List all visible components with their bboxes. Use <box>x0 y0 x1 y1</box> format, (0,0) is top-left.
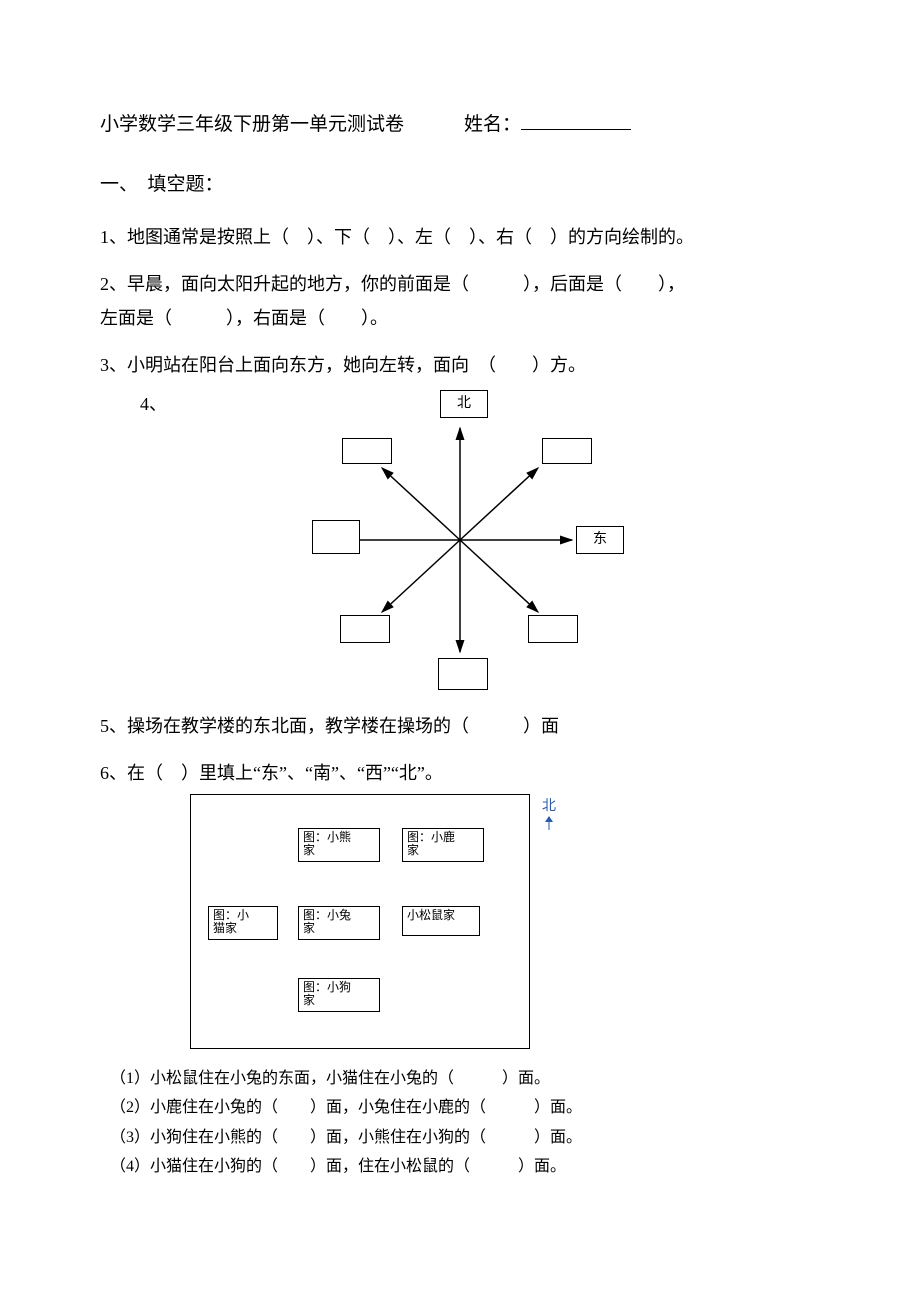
compass-box-west[interactable] <box>312 520 360 554</box>
north-label: 北 <box>542 799 556 814</box>
compass-box-northeast[interactable] <box>542 438 592 464</box>
compass-box-south[interactable] <box>438 658 488 690</box>
map-diagram: 北 图：小熊 家 图：小鹿 家 图：小 猫家 图：小兔 家 小松鼠家 图：小狗 … <box>190 794 600 1054</box>
q6-sub4: （4）小猫住在小狗的（ ）面，住在小松鼠的（ ）面。 <box>110 1154 820 1180</box>
title-row: 小学数学三年级下册第一单元测试卷 姓名： <box>100 110 820 140</box>
house-squirrel: 小松鼠家 <box>402 906 480 936</box>
worksheet-page: 小学数学三年级下册第一单元测试卷 姓名： 一、 填空题： 1、地图通常是按照上（… <box>0 0 920 1303</box>
house-deer: 图：小鹿 家 <box>402 828 484 862</box>
q6-sub1: （1）小松鼠住在小兔的东面，小猫住在小兔的（ ）面。 <box>110 1066 820 1092</box>
house-cat-l1: 图：小 <box>213 908 249 922</box>
house-squirrel-l1: 小松鼠家 <box>407 908 455 922</box>
compass-box-southwest[interactable] <box>340 615 390 643</box>
house-dog-l2: 家 <box>303 993 315 1007</box>
question-5: 5、操场在教学楼的东北面，教学楼在操场的（ ）面 <box>100 712 820 741</box>
question-2-line1: 2、早晨，面向太阳升起的地方，你的前面是（ ），后面是（ ）， <box>100 270 820 299</box>
house-rabbit-l2: 家 <box>303 921 315 935</box>
house-cat: 图：小 猫家 <box>208 906 278 940</box>
house-dog-l1: 图：小狗 <box>303 980 351 994</box>
house-rabbit-l1: 图：小兔 <box>303 908 351 922</box>
question-4-label: 4、 <box>140 390 167 419</box>
question-2-line2: 左面是（ ），右面是（ ）。 <box>100 304 820 333</box>
house-bear: 图：小熊 家 <box>298 828 380 862</box>
house-bear-l1: 图：小熊 <box>303 830 351 844</box>
name-blank-line[interactable] <box>521 111 631 130</box>
q6-sub3: （3）小狗住在小熊的（ ）面，小熊住在小狗的（ ）面。 <box>110 1125 820 1151</box>
compass-box-north[interactable]: 北 <box>440 390 488 418</box>
section-1-heading: 一、 填空题： <box>100 170 820 200</box>
house-deer-l2: 家 <box>407 843 419 857</box>
house-rabbit: 图：小兔 家 <box>298 906 380 940</box>
house-bear-l2: 家 <box>303 843 315 857</box>
compass-box-northwest[interactable] <box>342 438 392 464</box>
question-6-heading: 6、在（ ）里填上“东”、“南”、“西”“北”。 <box>100 759 820 788</box>
north-indicator: 北 <box>542 796 556 832</box>
house-cat-l2: 猫家 <box>213 921 237 935</box>
name-label: 姓名： <box>464 114 521 135</box>
question-6-subitems: （1）小松鼠住在小兔的东面，小猫住在小兔的（ ）面。 （2）小鹿住在小兔的（ ）… <box>110 1066 820 1180</box>
compass-diagram: 4、 北 东 <box>280 390 640 700</box>
q6-sub2: （2）小鹿住在小兔的（ ）面，小兔住在小鹿的（ ）面。 <box>110 1095 820 1121</box>
north-arrow-icon <box>542 816 556 832</box>
name-field-wrap: 姓名： <box>464 110 631 140</box>
compass-box-southeast[interactable] <box>528 615 578 643</box>
house-deer-l1: 图：小鹿 <box>407 830 455 844</box>
question-3: 3、小明站在阳台上面向东方，她向左转，面向 （ ）方。 <box>100 351 820 380</box>
compass-box-east[interactable]: 东 <box>576 526 624 554</box>
question-1: 1、地图通常是按照上（ ）、下（ ）、左（ ）、右（ ）的方向绘制的。 <box>100 223 820 252</box>
house-dog: 图：小狗 家 <box>298 978 380 1012</box>
page-title: 小学数学三年级下册第一单元测试卷 <box>100 110 404 140</box>
